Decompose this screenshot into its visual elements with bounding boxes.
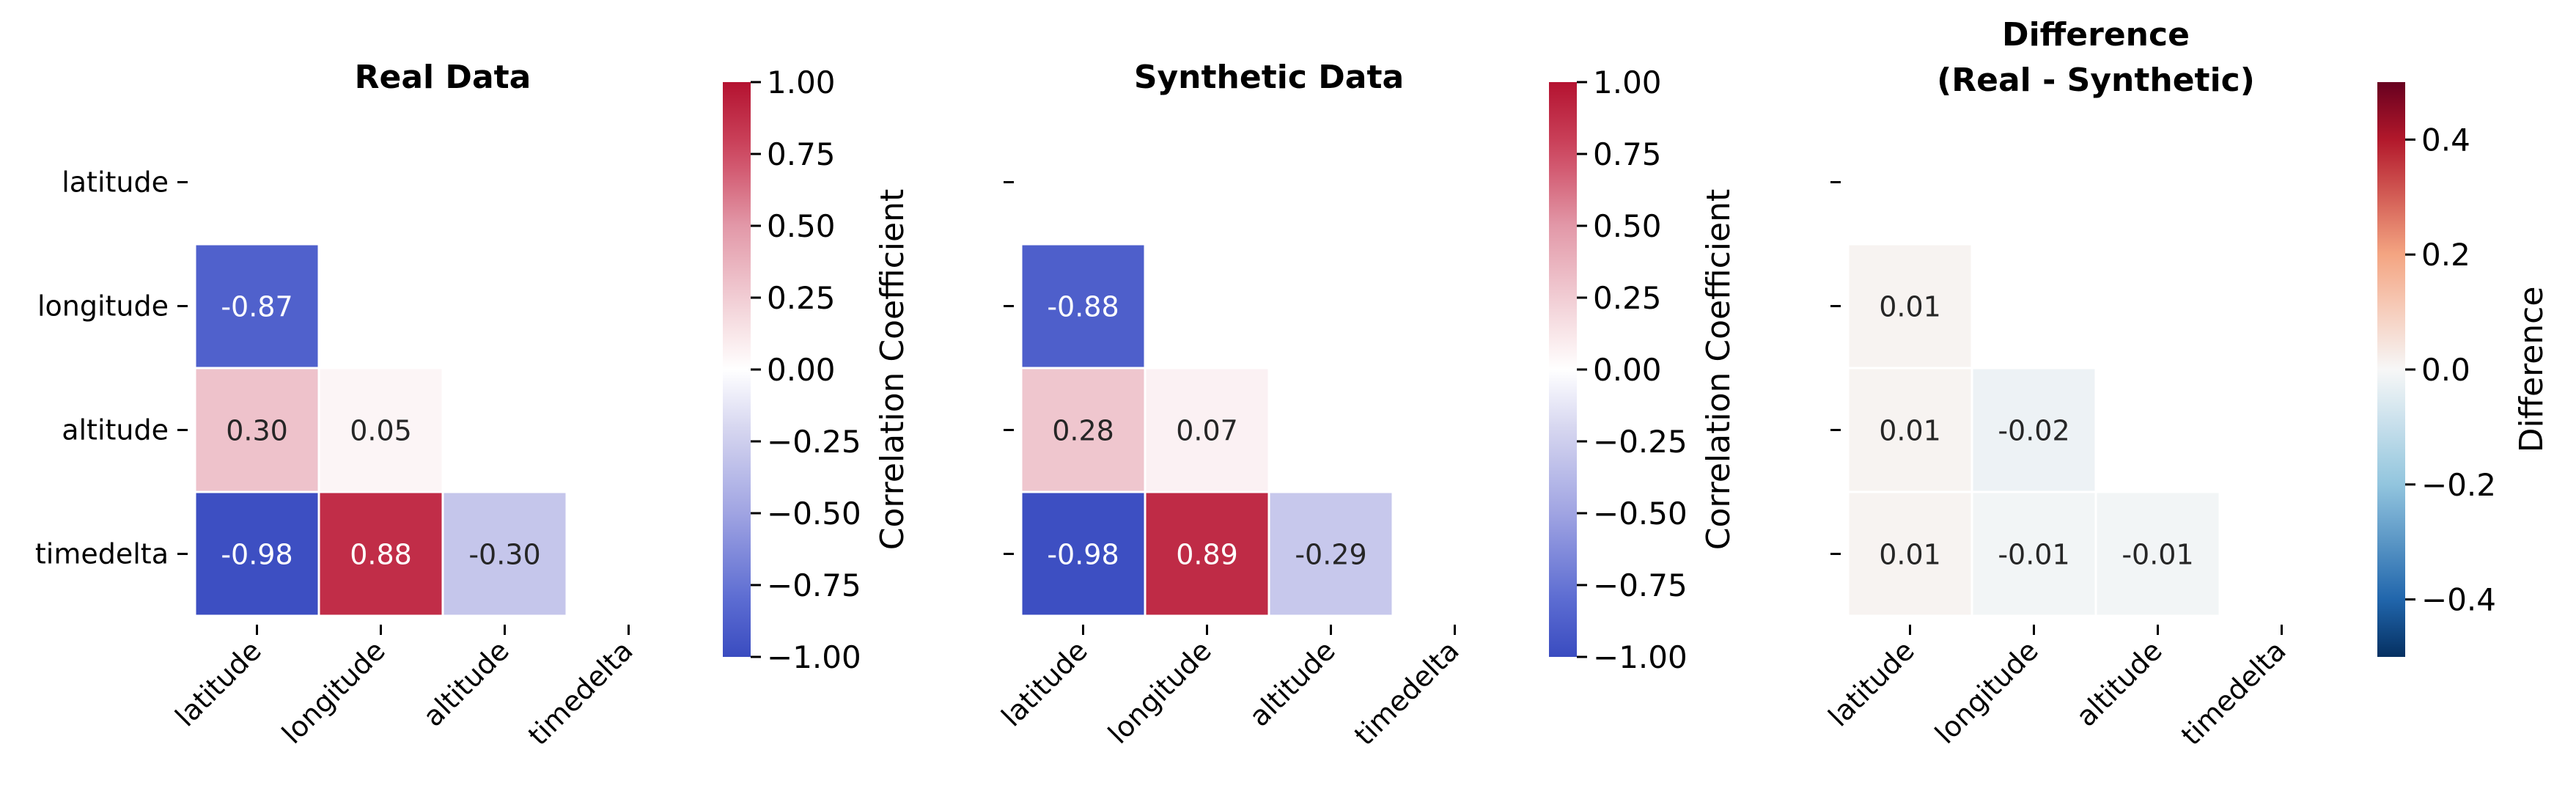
chart-title: (Real - Synthetic) xyxy=(1937,62,2255,99)
heatmap-cell xyxy=(2094,490,2221,617)
x-tick-label: altitude xyxy=(2070,634,2168,732)
heatmap-cell xyxy=(1847,243,1973,370)
colorbar-tick-label: −0.4 xyxy=(2421,582,2496,618)
x-tick-label: longitude xyxy=(1102,634,1218,750)
colorbar-gradient xyxy=(2377,82,2405,657)
colorbar-2: −1.00 −0.75 −0.50 −0.25 0.00 0.25 0.50 0.75 1.00… xyxy=(1549,65,1737,675)
colorbar-label: Correlation Coefficient xyxy=(874,189,911,551)
cell-value-label: 0.01 xyxy=(1879,291,1941,323)
colorbar-tick-label: 0.75 xyxy=(1593,136,1662,172)
colorbar-label: Correlation Coefficient xyxy=(1700,189,1737,551)
x-tick-label: longitude xyxy=(276,634,391,750)
heatmap-cell xyxy=(1970,367,2097,493)
heatmap-cell xyxy=(1020,243,1147,370)
chart-title: Synthetic Data xyxy=(1134,59,1404,96)
cell-value-label: 0.07 xyxy=(1176,415,1238,447)
colorbar-tick-label: −0.75 xyxy=(767,567,861,603)
colorbar-tick-label: 0.4 xyxy=(2421,122,2470,158)
colorbar-tick-label: −0.75 xyxy=(1593,567,1688,603)
cell-value-label: 0.01 xyxy=(1879,415,1941,447)
colorbar-tick-label: 0.2 xyxy=(2421,237,2470,273)
colorbar-3: −0.4 −0.2 0.0 0.2 0.4 Difference xyxy=(2377,82,2550,657)
colorbar-gradient xyxy=(1549,82,1577,657)
colorbar-tick-label: 0.25 xyxy=(1593,280,1662,316)
heatmap-cell xyxy=(194,243,320,370)
heatmap-cell xyxy=(1144,490,1270,617)
x-tick-label: timedelta xyxy=(2175,634,2292,751)
colorbar-tick-label: 1.00 xyxy=(1593,65,1662,100)
colorbar-tick-label: 0.75 xyxy=(767,136,836,172)
colorbar-tick-label: −0.25 xyxy=(767,424,861,460)
cell-value-label: -0.02 xyxy=(1998,415,2069,447)
heatmap-panel-1: Real Data -0.87 0.30 0.05 -0.98 0.88 -0.30 lati… xyxy=(35,59,911,751)
colorbar-tick-label: 0.00 xyxy=(767,352,836,388)
cell-value-label: 0.05 xyxy=(350,415,412,447)
x-tick-label: timedelta xyxy=(1348,634,1465,751)
heatmap-cell xyxy=(1847,367,1973,493)
cell-value-label: -0.29 xyxy=(1295,539,1366,571)
cell-value-label: 0.89 xyxy=(1176,539,1238,571)
colorbar-tick-label: −0.25 xyxy=(1593,424,1688,460)
heatmap-cell xyxy=(1020,367,1147,493)
x-tick-label: latitude xyxy=(996,634,1094,732)
heatmap-panel-3: Difference (Real - Synthetic) 0.01 0.01 -0.0… xyxy=(1822,16,2550,751)
heatmap-cell xyxy=(1020,490,1147,617)
colorbar-gradient xyxy=(723,82,751,657)
colorbar-1: −1.00 −0.75 −0.50 −0.25 0.00 0.25 0.50 0.75 1.00… xyxy=(723,65,911,675)
colorbar-tick-label: 1.00 xyxy=(767,65,836,100)
cell-value-label: -0.88 xyxy=(1047,291,1119,323)
colorbar-label: Difference xyxy=(2513,287,2550,453)
colorbar-tick-label: 0.50 xyxy=(767,208,836,244)
y-tick-label: latitude xyxy=(62,166,169,199)
cell-value-label: 0.01 xyxy=(1879,539,1941,571)
x-tick-label: altitude xyxy=(1243,634,1342,732)
colorbar-tick-label: 0.50 xyxy=(1593,208,1662,244)
colorbar-tick-label: −1.00 xyxy=(1593,639,1688,675)
colorbar-tick-label: −1.00 xyxy=(767,639,861,675)
cell-value-label: -0.87 xyxy=(221,291,292,323)
y-tick-label: altitude xyxy=(62,414,169,446)
cell-value-label: 0.30 xyxy=(226,415,288,447)
x-tick-label: longitude xyxy=(1929,634,2045,750)
colorbar-tick-label: 0.00 xyxy=(1593,352,1662,388)
y-tick-label: longitude xyxy=(37,290,169,323)
x-tick-label: timedelta xyxy=(522,634,639,751)
chart-title: Real Data xyxy=(355,59,531,96)
colorbar-tick-label: −0.2 xyxy=(2421,467,2496,503)
heatmap-cell xyxy=(1970,490,2097,617)
heatmap-cell xyxy=(1144,367,1270,493)
cell-value-label: -0.01 xyxy=(1998,539,2069,571)
cell-value-label: 0.88 xyxy=(350,539,412,571)
colorbar-tick-label: −0.50 xyxy=(1593,496,1688,532)
x-tick-label: latitude xyxy=(169,634,268,732)
chart-title: Difference xyxy=(2002,16,2190,54)
cell-value-label: -0.30 xyxy=(468,539,540,571)
x-tick-label: latitude xyxy=(1822,634,1921,732)
cell-value-label: -0.01 xyxy=(2121,539,2193,571)
x-tick-label: altitude xyxy=(417,634,515,732)
heatmap-cell xyxy=(317,367,444,493)
cell-value-label: -0.98 xyxy=(221,539,292,571)
heatmap-cell xyxy=(1847,490,1973,617)
heatmap-cell xyxy=(441,490,568,617)
colorbar-tick-label: 0.0 xyxy=(2421,352,2470,388)
colorbar-tick-label: 0.25 xyxy=(767,280,836,316)
heatmap-cell xyxy=(317,490,444,617)
colorbar-tick-label: −0.50 xyxy=(767,496,861,532)
heatmap-cell xyxy=(194,367,320,493)
heatmap-panel-2: Synthetic Data -0.88 0.28 0.07 -0.98 0.89 -0.2… xyxy=(996,59,1737,751)
cell-value-label: 0.28 xyxy=(1052,415,1114,447)
y-tick-label: timedelta xyxy=(35,538,169,570)
heatmap-cell xyxy=(1267,490,1394,617)
cell-value-label: -0.98 xyxy=(1047,539,1119,571)
